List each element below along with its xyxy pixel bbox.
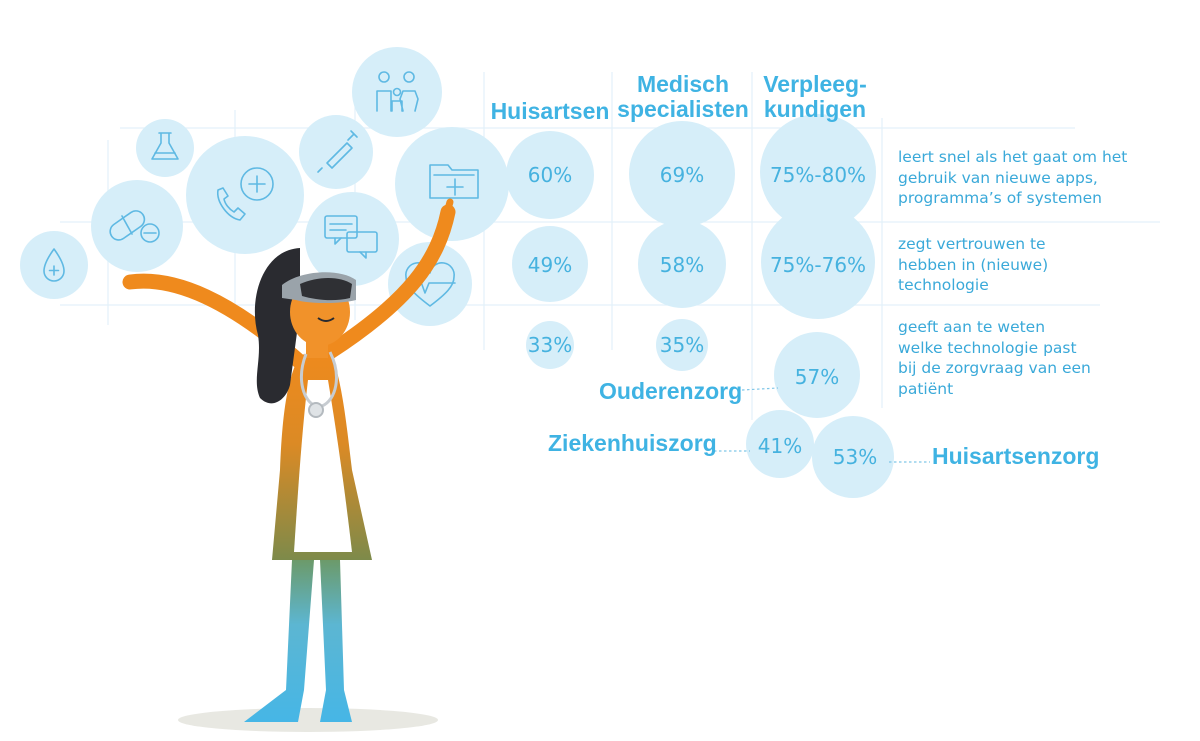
vr-visor bbox=[300, 278, 352, 301]
label-huisartsenzorg: Huisartsenzorg bbox=[932, 443, 1100, 469]
right-arm bbox=[322, 204, 456, 360]
chat-icon bbox=[305, 192, 399, 286]
bubble-huisartsenzorg bbox=[812, 416, 894, 498]
bubble-r2-c3 bbox=[761, 205, 875, 319]
header-huisartsen: Huisartsen bbox=[488, 99, 612, 124]
value-bubbles bbox=[506, 114, 894, 498]
row-label-3-line: bij de zorgvraag van een bbox=[898, 359, 1091, 377]
row-label-3-line: welke technologie past bbox=[898, 338, 1077, 357]
phone-plus-icon bbox=[186, 136, 304, 254]
bubble-r1-c3 bbox=[760, 114, 876, 230]
neck bbox=[306, 336, 328, 358]
value-r2-c1: 49% bbox=[528, 253, 572, 277]
stethoscope-chest bbox=[308, 402, 324, 418]
header-verpleeg-line2: kundigen bbox=[763, 96, 867, 122]
row-label-1-line: leert snel als het gaat om het bbox=[898, 148, 1128, 166]
smile bbox=[317, 317, 335, 322]
flask-icon bbox=[136, 119, 194, 177]
family-icon bbox=[352, 47, 442, 137]
row-label-3-line: geeft aan te weten bbox=[898, 318, 1046, 336]
drop-plus-icon bbox=[20, 231, 88, 299]
bubble-r1-c2 bbox=[629, 121, 735, 227]
header-medisch-line2: specialisten bbox=[617, 96, 749, 122]
pills-icon bbox=[91, 180, 183, 272]
value-r3-c2: 35% bbox=[660, 333, 704, 357]
row-label-2: zegt vertrouwen te hebben in (nieuwe) te… bbox=[898, 234, 1048, 296]
medical-folder-icon bbox=[395, 127, 509, 241]
row-label-1-line: programma’s of systemen bbox=[898, 189, 1102, 207]
floor-shadow bbox=[178, 708, 438, 732]
value-r1-c2: 69% bbox=[660, 163, 704, 187]
row-label-3: geeft aan te weten welke technologie pas… bbox=[898, 317, 1091, 399]
bubble-r1-c1 bbox=[506, 131, 594, 219]
row-label-2-line: zegt vertrouwen te bbox=[898, 235, 1046, 253]
row-label-1: leert snel als het gaat om het gebruik v… bbox=[898, 147, 1127, 209]
row-label-2-line: technologie bbox=[898, 276, 989, 294]
row-label-1-line: gebruik van nieuwe apps, bbox=[898, 168, 1098, 187]
label-ouderenzorg: Ouderenzorg bbox=[599, 378, 743, 404]
header-huisartsen-line: Huisartsen bbox=[490, 98, 610, 124]
bubble-ouderenzorg bbox=[774, 332, 860, 418]
value-ziekenhuiszorg: 41% bbox=[758, 434, 802, 458]
value-ouderenzorg: 57% bbox=[795, 365, 839, 389]
bubble-ziekenhuiszorg bbox=[746, 410, 814, 478]
header-verpleegkundigen: Verpleeg- kundigen bbox=[756, 72, 874, 122]
value-huisartsenzorg: 53% bbox=[833, 445, 877, 469]
label-ziekenhuiszorg: Ziekenhuiszorg bbox=[548, 430, 717, 456]
syringe-icon bbox=[299, 115, 373, 189]
value-r1-c1: 60% bbox=[528, 163, 572, 187]
connectors bbox=[714, 387, 930, 463]
bubble-r2-c1 bbox=[512, 226, 588, 302]
value-r1-c3: 75%-80% bbox=[770, 163, 866, 187]
header-medisch-specialisten: Medisch specialisten bbox=[614, 72, 752, 122]
row-label-3-line: patiënt bbox=[898, 379, 954, 398]
bubble-r2-c2 bbox=[638, 220, 726, 308]
header-verpleeg-line1: Verpleeg- bbox=[763, 71, 867, 97]
icon-cluster bbox=[20, 47, 509, 326]
person-illustration bbox=[122, 198, 456, 732]
finger bbox=[442, 198, 454, 220]
value-r2-c2: 58% bbox=[660, 253, 704, 277]
value-r2-c3: 75%-76% bbox=[770, 253, 866, 277]
bubble-r3-c1 bbox=[526, 321, 574, 369]
bubble-r3-c2 bbox=[656, 319, 708, 371]
legs bbox=[244, 560, 352, 722]
row-label-2-line: hebben in (nieuwe) bbox=[898, 255, 1049, 274]
value-labels: 60% 69% 75%-80% 49% 58% 75%-76% 33% 35% … bbox=[528, 163, 877, 469]
value-r3-c1: 33% bbox=[528, 333, 572, 357]
header-medisch-line1: Medisch bbox=[636, 71, 730, 97]
coat-inner bbox=[294, 380, 352, 552]
